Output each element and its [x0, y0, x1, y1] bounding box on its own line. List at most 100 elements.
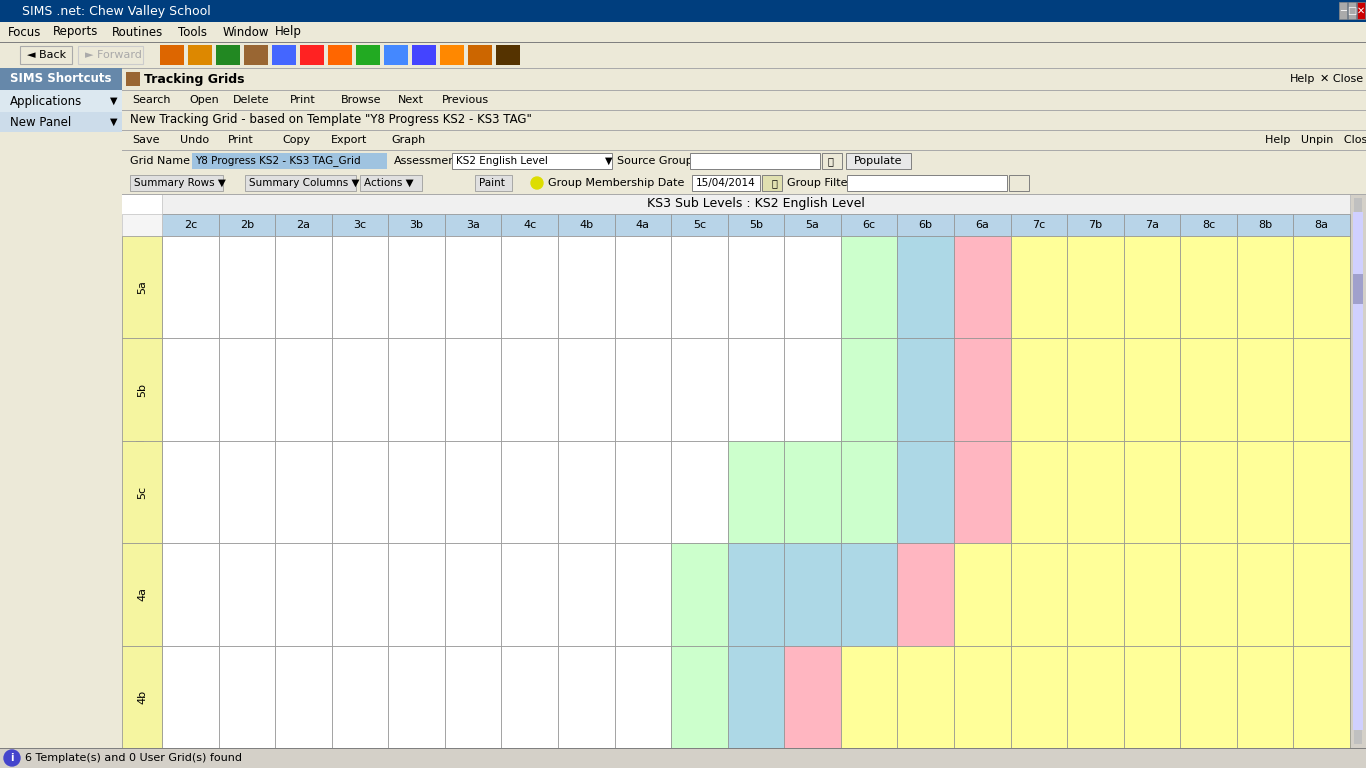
Bar: [452, 153, 612, 169]
Bar: [784, 441, 841, 543]
Text: Help   Unpin   Close: Help Unpin Close: [1265, 135, 1366, 145]
Bar: [1124, 236, 1180, 339]
Text: KS3 Sub Levels : KS2 English Level: KS3 Sub Levels : KS2 English Level: [647, 197, 865, 210]
Bar: [0, 0, 1366, 22]
Bar: [1124, 646, 1180, 748]
Bar: [361, 175, 422, 191]
Bar: [501, 339, 557, 441]
Text: 2a: 2a: [296, 220, 310, 230]
Bar: [1339, 2, 1347, 19]
Circle shape: [531, 177, 544, 189]
Bar: [1180, 214, 1236, 236]
Bar: [469, 45, 492, 65]
Bar: [1354, 730, 1362, 744]
Bar: [0, 42, 1366, 43]
Bar: [445, 646, 501, 748]
Bar: [671, 339, 728, 441]
Bar: [0, 68, 122, 768]
Bar: [615, 441, 671, 543]
Bar: [122, 194, 1350, 748]
Text: 📅: 📅: [770, 178, 777, 188]
Bar: [1236, 543, 1294, 646]
Bar: [1236, 646, 1294, 748]
Text: Tracking Grids: Tracking Grids: [143, 72, 245, 85]
Bar: [1124, 339, 1180, 441]
Bar: [784, 236, 841, 339]
Text: Reports: Reports: [53, 25, 98, 38]
Bar: [847, 175, 1007, 191]
Bar: [388, 339, 445, 441]
Bar: [219, 214, 275, 236]
Bar: [841, 441, 897, 543]
Text: 4b: 4b: [137, 690, 148, 703]
Bar: [1236, 214, 1294, 236]
Text: 7a: 7a: [1145, 220, 1158, 230]
Bar: [1294, 543, 1350, 646]
Text: ▼: ▼: [111, 117, 117, 127]
Bar: [445, 339, 501, 441]
Bar: [275, 339, 332, 441]
Text: Print: Print: [228, 135, 254, 145]
Bar: [841, 214, 897, 236]
Bar: [671, 441, 728, 543]
Text: 8b: 8b: [1258, 220, 1272, 230]
Bar: [728, 543, 784, 646]
Bar: [388, 543, 445, 646]
Text: KS2 English Level: KS2 English Level: [456, 156, 548, 166]
Bar: [1124, 214, 1180, 236]
Bar: [216, 45, 240, 65]
Bar: [272, 45, 296, 65]
Text: 5a: 5a: [806, 220, 820, 230]
Text: Copy: Copy: [283, 135, 310, 145]
Bar: [445, 543, 501, 646]
Bar: [841, 339, 897, 441]
Bar: [1180, 543, 1236, 646]
Text: Help: Help: [275, 25, 302, 38]
Bar: [1294, 236, 1350, 339]
Bar: [1009, 175, 1029, 191]
Bar: [496, 45, 520, 65]
Bar: [1350, 194, 1366, 748]
Bar: [953, 441, 1011, 543]
Bar: [671, 646, 728, 748]
Text: Browse: Browse: [340, 95, 381, 105]
Bar: [953, 214, 1011, 236]
Bar: [557, 214, 615, 236]
Text: 15/04/2014: 15/04/2014: [697, 178, 755, 188]
Bar: [245, 175, 357, 191]
Bar: [1011, 214, 1067, 236]
Bar: [163, 646, 219, 748]
Bar: [0, 68, 122, 90]
Text: ─: ─: [1340, 6, 1346, 16]
Bar: [1067, 543, 1124, 646]
Text: Tools: Tools: [178, 25, 208, 38]
Bar: [122, 543, 163, 646]
Bar: [163, 441, 219, 543]
Bar: [163, 194, 1350, 214]
Text: Assessment: Assessment: [393, 156, 460, 166]
Text: 3b: 3b: [410, 220, 423, 230]
Text: Graph: Graph: [392, 135, 426, 145]
Bar: [501, 646, 557, 748]
Bar: [784, 339, 841, 441]
Bar: [897, 339, 953, 441]
Bar: [671, 543, 728, 646]
Text: ✕: ✕: [1356, 6, 1365, 16]
Bar: [275, 441, 332, 543]
Text: ▼: ▼: [605, 156, 612, 166]
Bar: [388, 646, 445, 748]
Bar: [784, 646, 841, 748]
Text: 4a: 4a: [635, 220, 650, 230]
Bar: [122, 68, 1366, 90]
Text: 2c: 2c: [183, 220, 197, 230]
Bar: [1180, 236, 1236, 339]
Text: Delete: Delete: [234, 95, 269, 105]
Bar: [897, 441, 953, 543]
Bar: [1011, 441, 1067, 543]
Bar: [1294, 441, 1350, 543]
Bar: [163, 543, 219, 646]
Text: Print: Print: [290, 95, 316, 105]
Bar: [275, 646, 332, 748]
Bar: [328, 45, 352, 65]
Text: 5c: 5c: [137, 485, 148, 498]
